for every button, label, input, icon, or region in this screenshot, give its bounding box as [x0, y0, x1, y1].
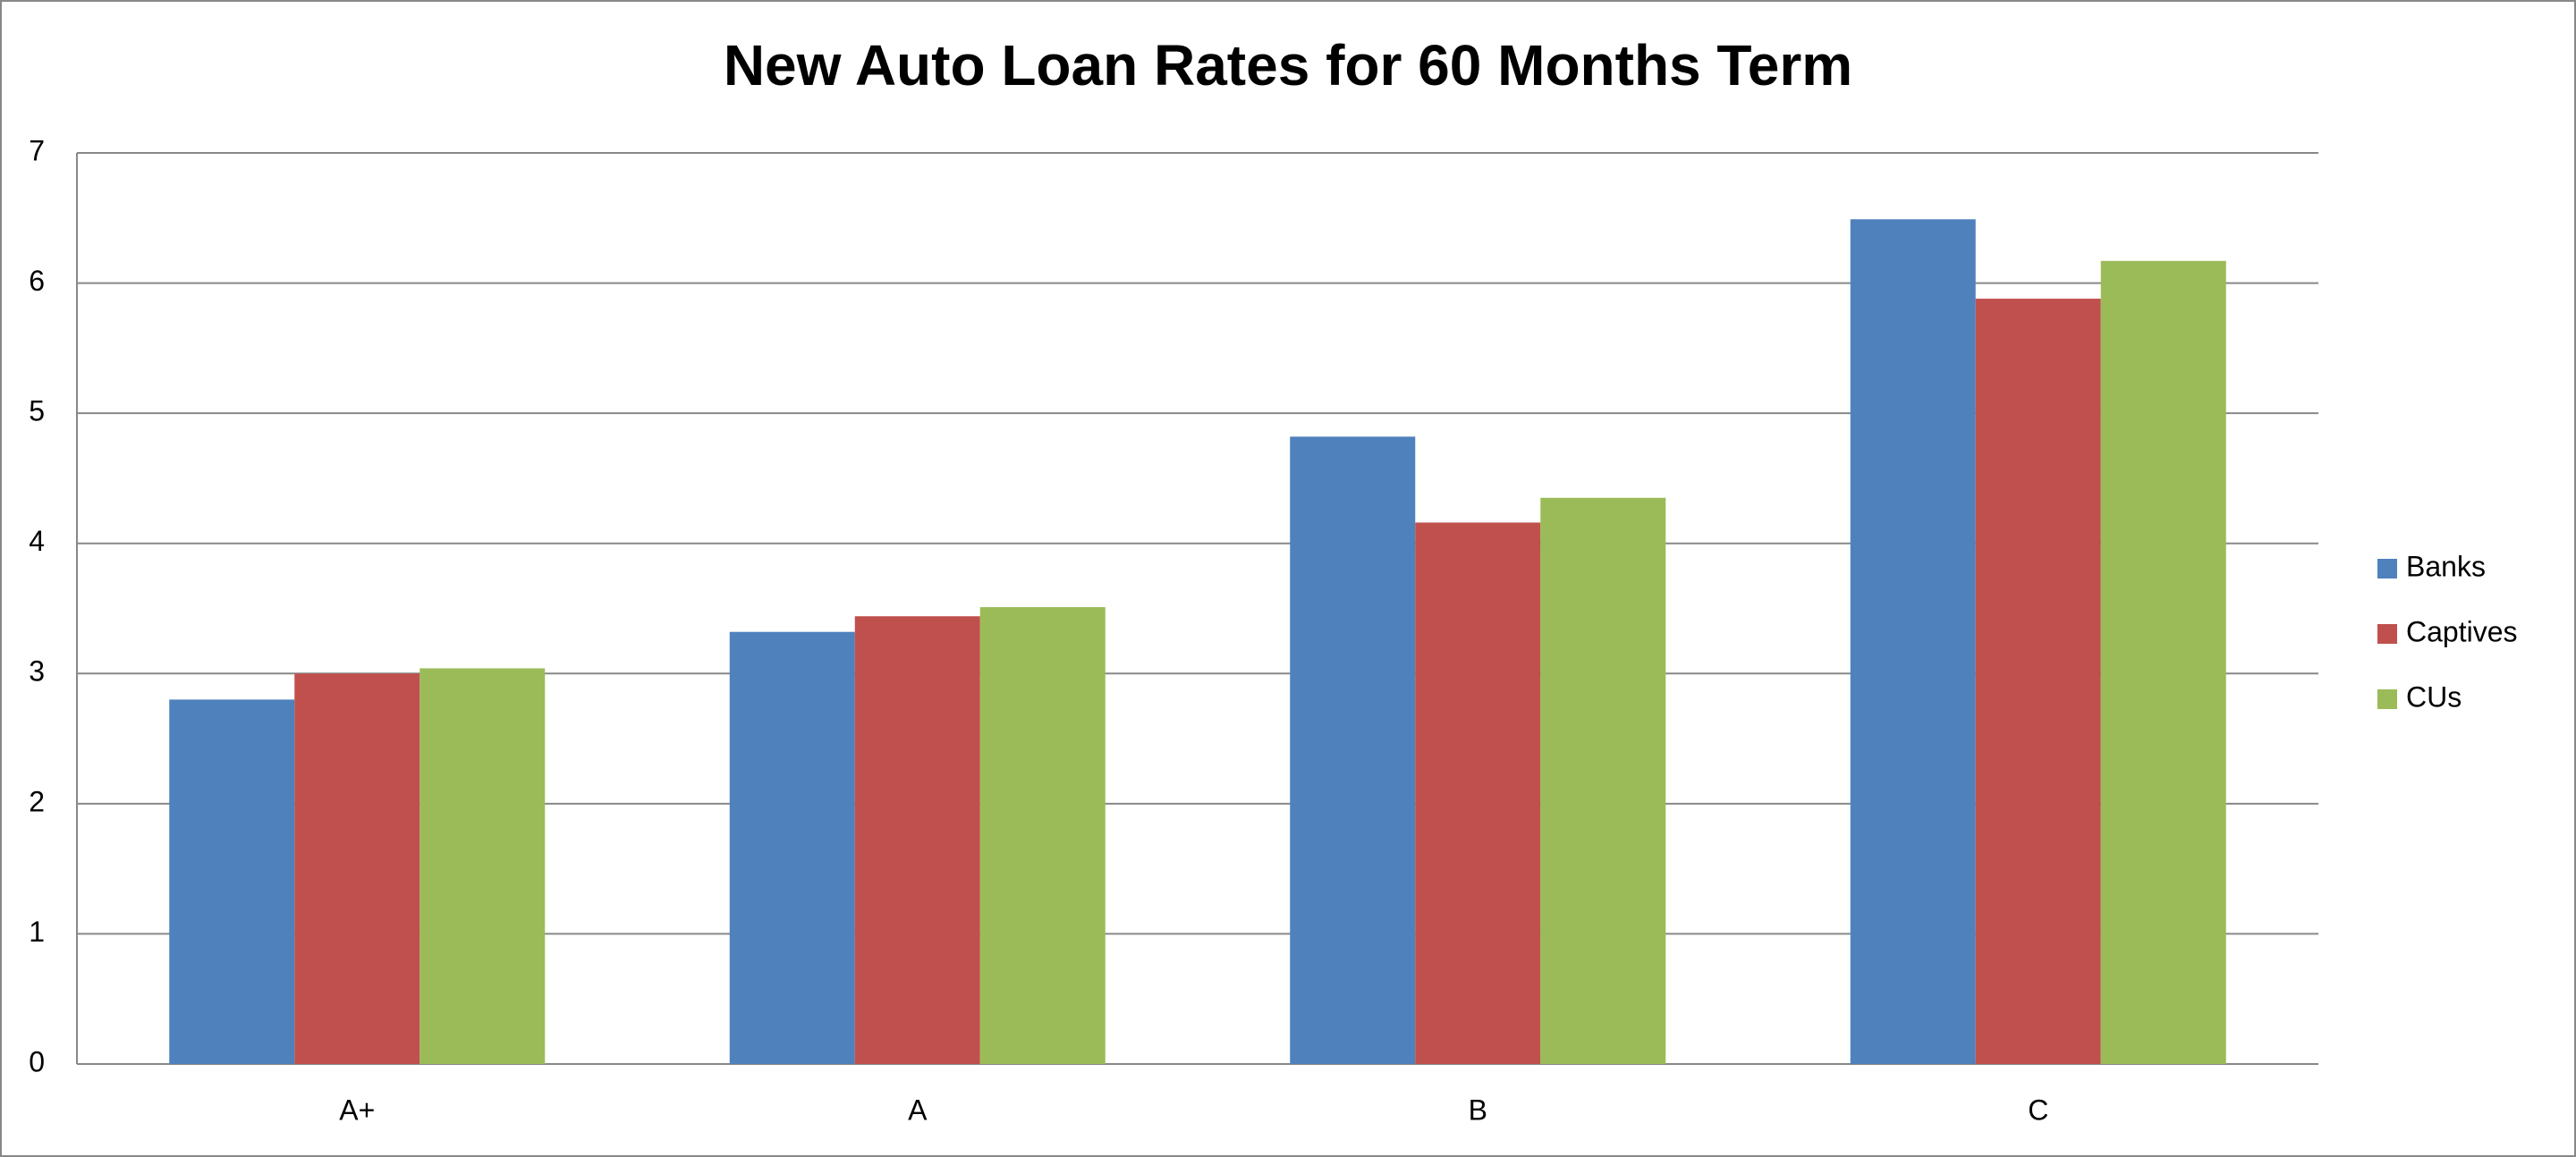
legend-label: CUs: [2406, 680, 2462, 713]
y-tick-label: 6: [29, 265, 45, 297]
y-tick-label: 4: [29, 525, 45, 557]
y-tick-label: 2: [29, 785, 45, 817]
bar: [1415, 522, 1541, 1064]
bar: [169, 699, 295, 1064]
x-tick-label: C: [2028, 1094, 2048, 1126]
bar: [1540, 497, 1666, 1064]
bar: [1975, 299, 2101, 1064]
y-tick-label: 3: [29, 655, 45, 688]
chart-title: New Auto Loan Rates for 60 Months Term: [724, 33, 1852, 97]
bar: [1850, 219, 1976, 1064]
bar: [854, 616, 980, 1064]
y-tick-label: 7: [29, 134, 45, 166]
y-tick-label: 5: [29, 395, 45, 427]
legend-swatch: [2377, 689, 2397, 709]
bar: [419, 668, 546, 1064]
bar: [294, 673, 420, 1064]
legend-swatch: [2377, 559, 2397, 578]
x-tick-label: A: [908, 1094, 928, 1126]
x-tick-label: B: [1469, 1094, 1487, 1126]
y-tick-label: 0: [29, 1045, 45, 1077]
bar: [729, 631, 855, 1064]
legend-label: Banks: [2406, 550, 2486, 582]
legend-label: Captives: [2406, 615, 2518, 647]
y-tick-label: 1: [29, 916, 45, 948]
bar: [979, 607, 1106, 1064]
bar: [2100, 260, 2226, 1064]
legend-swatch: [2377, 624, 2397, 644]
bar: [1290, 436, 1416, 1064]
x-tick-label: A+: [339, 1094, 375, 1126]
